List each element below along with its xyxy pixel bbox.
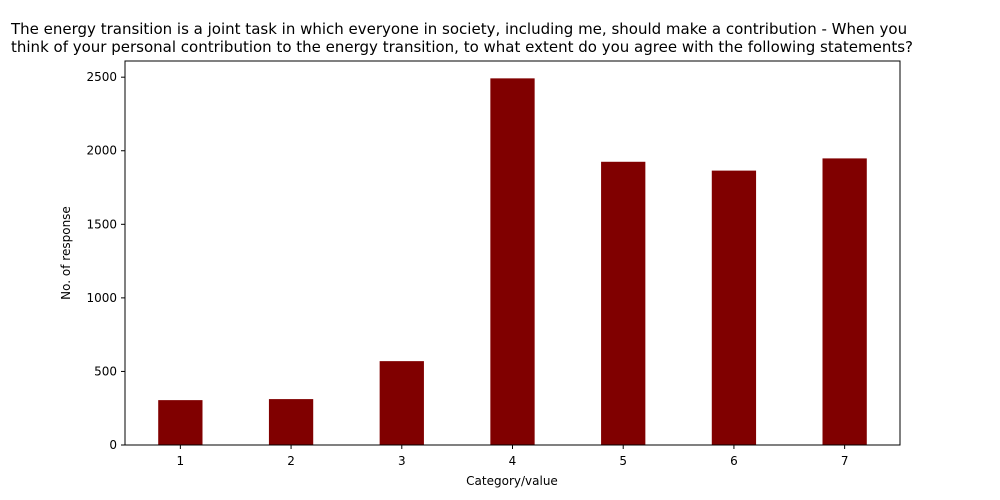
x-tick-label-1: 1 — [177, 454, 185, 468]
x-tick-label-7: 7 — [841, 454, 849, 468]
plot-area-frame — [124, 60, 901, 446]
y-tick-label-1500: 1500 — [86, 217, 117, 231]
bar-2 — [268, 399, 314, 445]
y-tick-label-2500: 2500 — [86, 70, 117, 84]
x-tick-label-3: 3 — [398, 454, 406, 468]
bar-3 — [379, 361, 424, 445]
y-tick-label-500: 500 — [94, 364, 117, 378]
bars-group — [158, 78, 867, 446]
bar-4 — [490, 78, 535, 446]
x-tick-label-4: 4 — [509, 454, 517, 468]
x-axis-ticks: 1 2 3 4 5 6 7 — [177, 445, 849, 468]
bar-1 — [158, 400, 203, 445]
x-tick-label-5: 5 — [619, 454, 627, 468]
bar-7 — [822, 158, 867, 445]
x-axis-label: Category/value — [466, 474, 558, 488]
y-axis-ticks: 0 500 1000 1500 2000 2500 — [86, 70, 125, 452]
chart-title-line-1: The energy transition is a joint task in… — [10, 20, 907, 38]
x-tick-label-6: 6 — [730, 454, 738, 468]
y-tick-label-1000: 1000 — [86, 291, 117, 305]
y-tick-label-2000: 2000 — [86, 144, 117, 158]
x-tick-label-2: 2 — [287, 454, 295, 468]
chart-title-line-2: think of your personal contribution to t… — [11, 38, 913, 56]
y-tick-label-0: 0 — [109, 438, 117, 452]
bar-6 — [711, 170, 757, 445]
y-axis-label: No. of response — [59, 206, 73, 300]
bar-5 — [601, 161, 646, 445]
